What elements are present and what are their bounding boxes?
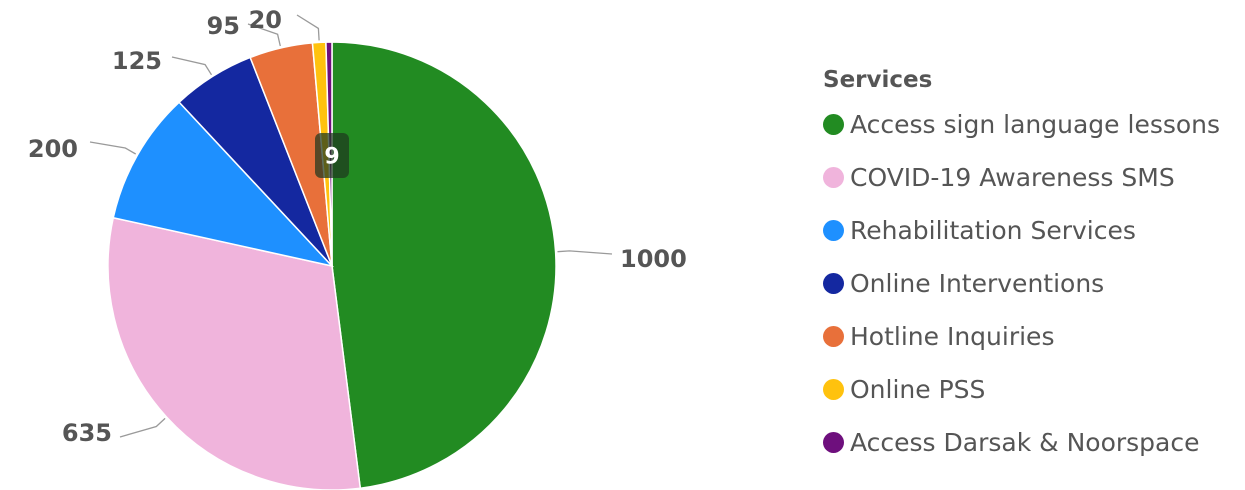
- leader-lines: [89, 14, 613, 438]
- legend: Services Access sign language lessons COV…: [823, 62, 1220, 469]
- leader-line-hotline-inquiries: [247, 23, 281, 47]
- leader-line-rehabilitation-services: [89, 141, 137, 155]
- legend-label: Hotline Inquiries: [850, 322, 1055, 351]
- leader-line-online-pss: [296, 14, 320, 41]
- legend-marker: [823, 326, 844, 347]
- legend-label: Access sign language lessons: [850, 110, 1221, 139]
- legend-marker: [823, 273, 844, 294]
- pie-slices: [107, 41, 557, 490]
- value-label-online-pss: 20: [249, 6, 282, 34]
- leader-line-covid-19-awareness-sms: [119, 417, 166, 438]
- legend-item-online-interventions[interactable]: Online Interventions: [823, 257, 1220, 310]
- legend-label: Rehabilitation Services: [850, 216, 1136, 245]
- legend-label: Online Interventions: [850, 269, 1105, 298]
- value-labels: 1000 635 200 125 95 20 9: [28, 6, 687, 447]
- legend-item-rehabilitation-services[interactable]: Rehabilitation Services: [823, 204, 1220, 257]
- leader-line-online-interventions: [171, 56, 213, 76]
- legend-label: COVID-19 Awareness SMS: [850, 163, 1175, 192]
- value-label-hotline-inquiries: 95: [207, 12, 240, 40]
- legend-item-access-sign-language-lessons[interactable]: Access sign language lessons: [823, 98, 1220, 151]
- legend-title: Services: [823, 67, 933, 93]
- legend-label: Online PSS: [850, 375, 986, 404]
- legend-items: Access sign language lessons COVID-19 Awa…: [823, 98, 1220, 469]
- value-label-online-interventions: 125: [112, 47, 162, 75]
- value-label-access-sign-language-lessons: 1000: [620, 245, 687, 273]
- legend-marker: [823, 220, 844, 241]
- legend-item-covid-19-awareness-sms[interactable]: COVID-19 Awareness SMS: [823, 151, 1220, 204]
- value-label-badge: [315, 133, 349, 178]
- legend-marker: [823, 379, 844, 400]
- legend-marker: [823, 114, 844, 135]
- legend-label: Access Darsak & Noorspace: [850, 428, 1200, 457]
- legend-marker: [823, 432, 844, 453]
- pie-slice-rehabilitation-services: [112, 101, 335, 268]
- value-label-rehabilitation-services: 200: [28, 135, 78, 163]
- leader-line-access-sign-language-lessons: [557, 250, 613, 255]
- pie-slice-covid-19-awareness-sms: [107, 216, 362, 490]
- legend-item-hotline-inquiries[interactable]: Hotline Inquiries: [823, 310, 1220, 363]
- value-label-access-darsak-noorspace: 9: [324, 145, 339, 170]
- pie-slice-access-sign-language-lessons: [331, 41, 557, 490]
- value-label-covid-19-awareness-sms: 635: [62, 419, 112, 447]
- legend-item-online-pss[interactable]: Online PSS: [823, 363, 1220, 416]
- legend-marker: [823, 167, 844, 188]
- legend-item-access-darsak-noorspace[interactable]: Access Darsak & Noorspace: [823, 416, 1220, 469]
